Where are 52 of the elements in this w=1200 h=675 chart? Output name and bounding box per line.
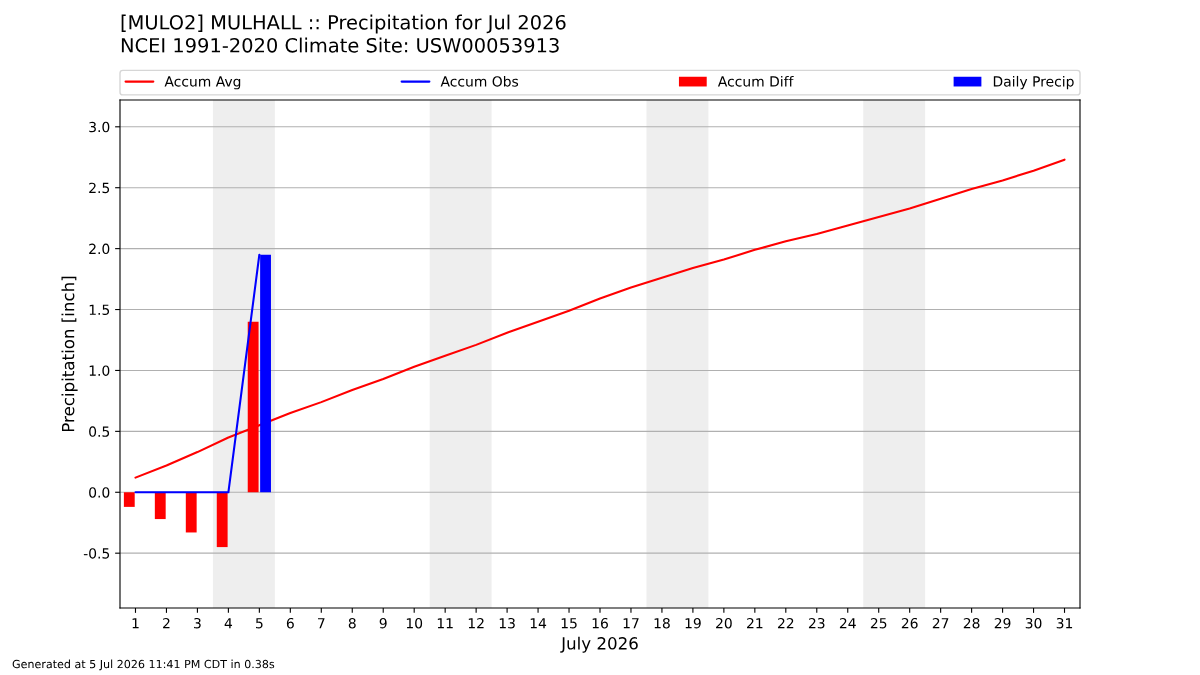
legend-label: Accum Obs (440, 75, 519, 87)
x-tick-label: 26 (901, 617, 918, 629)
x-tick-label: 22 (777, 617, 794, 629)
x-tick-label: 11 (437, 618, 453, 629)
x-axis-title: July 2026 (560, 636, 638, 653)
x-tick-label: 9 (379, 617, 387, 629)
x-tick-label: 1 (132, 618, 139, 629)
x-tick-label: 5 (256, 618, 263, 629)
chart-title: [MULO2] MULHALL :: Precipitation for Jul 2026 (121, 14, 566, 34)
x-tick-label: 14 (530, 618, 547, 629)
x-tick-label: 19 (685, 617, 701, 629)
text: Generated at 5 Jul 2026 11:41 PM CDT in 0.38s (12, 659, 275, 671)
x-tick-label: 3 (194, 617, 201, 629)
chart-subtitle: NCEI 1991-2020 Climate Site: USW00053913 (121, 37, 559, 53)
x-tick-label: 24 (839, 617, 856, 629)
y-tick-label: 0.5 (89, 426, 110, 437)
x-tick-label: 30 (1025, 617, 1042, 629)
bar (123, 492, 135, 507)
legend-label: Accum Diff (717, 75, 794, 87)
x-tick-label: 7 (318, 618, 325, 629)
x-tick-label: 20 (716, 617, 732, 629)
x-tick-label: 6 (286, 617, 294, 629)
y-tick-label: 0.0 (89, 487, 110, 498)
bar (185, 492, 197, 533)
x-tick-label: 10 (406, 617, 423, 629)
x-tick-label: 18 (654, 617, 670, 629)
y-tick-label: -0.5 (83, 548, 110, 559)
y-tick-label: 2.5 (89, 182, 110, 194)
x-tick-label: 21 (747, 617, 763, 629)
x-tick-label: 28 (963, 617, 980, 629)
x-tick-label: 13 (499, 617, 515, 629)
x-tick-label: 23 (808, 617, 825, 629)
x-tick-label: 25 (870, 617, 887, 629)
y-tick-label: 2.0 (89, 243, 110, 255)
x-tick-label: 29 (994, 617, 1011, 629)
legend-label: Accum Avg (164, 76, 241, 90)
bar (154, 492, 166, 520)
x-tick-label: 2 (163, 617, 170, 629)
x-tick-label: 15 (561, 618, 577, 629)
x-tick-label: 4 (224, 618, 233, 629)
x-tick-label: 12 (468, 617, 484, 629)
y-tick-label: 1.5 (89, 304, 110, 316)
y-axis-title: Precipitation [inch] (61, 276, 78, 432)
x-tick-label: 16 (592, 617, 608, 629)
y-tick-label: 1.0 (89, 365, 110, 376)
bar (216, 492, 228, 548)
legend-label: Daily Precip (993, 75, 1074, 90)
x-tick-label: 8 (348, 617, 356, 629)
x-tick-label: 27 (932, 617, 949, 629)
y-tick-label: 3.0 (89, 121, 110, 133)
x-tick-label: 31 (1056, 617, 1073, 629)
x-tick-label: 17 (623, 618, 639, 629)
